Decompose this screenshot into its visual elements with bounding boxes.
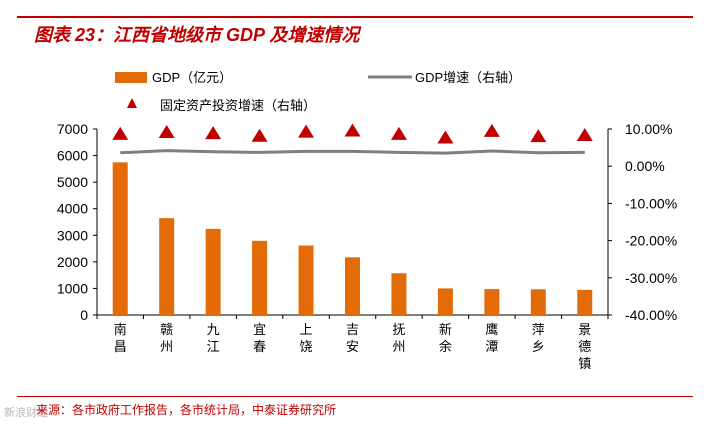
y-right-tick-label: 0.00% [625,158,665,174]
y-right-tick-label: -30.00% [625,270,677,286]
y-left-tick-label: 0 [80,307,88,323]
gdp-bar [252,240,268,315]
y-left-tick-label: 1000 [57,280,88,296]
title-rule [17,16,693,18]
y-right-tick-label: -10.00% [625,195,677,211]
gdp-bar [112,162,128,315]
y-left-tick-label: 4000 [57,201,88,217]
footer-rule [17,396,693,397]
x-tick-label: 鹰潭 [485,322,498,354]
investment-growth-marker [390,126,407,140]
gdp-bar [437,288,453,315]
x-tick-label: 景德镇 [578,322,591,371]
y-right-tick-label: -40.00% [625,307,677,323]
legend-label-growth: GDP增速（右轴） [415,70,521,85]
x-tick-label: 宜春 [253,322,266,354]
investment-growth-marker [437,130,454,144]
x-tick-label: 抚州 [392,322,405,354]
y-left-tick-label: 2000 [57,254,88,270]
investment-growth-marker [344,123,361,137]
legend-label-investment: 固定资产投资增速（右轴） [160,98,316,113]
y-left-tick-label: 5000 [57,174,88,190]
x-tick-label: 赣州 [160,322,173,354]
legend-swatch-gdp [115,72,147,83]
gdp-bar [345,257,360,315]
figure-title: 图表 23：江西省地级市 GDP 及增速情况 [34,25,360,45]
x-tick-label: 上饶 [300,322,313,354]
gdp-bar [484,289,500,315]
x-tick-label: 新余 [439,322,452,354]
investment-growth-marker [112,126,129,140]
gdp-bar [577,289,593,315]
y-left-tick-label: 6000 [57,148,88,164]
gdp-bar [298,245,314,315]
y-left-tick-label: 7000 [57,121,88,137]
watermark: 新浪财经 [4,407,48,419]
investment-growth-marker [576,127,593,141]
source-note: 来源：各市政府工作报告，各市统计局，中泰证券研究所 [36,403,337,417]
investment-growth-marker [205,126,222,140]
legend-label-gdp: GDP（亿元） [152,70,232,85]
gdp-bar [205,228,221,315]
y-left-tick-label: 3000 [57,227,88,243]
investment-growth-marker [251,128,268,142]
gdp-bar [530,289,546,315]
gdp-bar [391,273,407,315]
investment-growth-marker [158,124,175,138]
gdp-growth-line [120,149,585,155]
legend-swatch-investment [127,98,137,108]
investment-growth-marker [530,129,547,143]
x-tick-label: 吉安 [346,322,359,354]
investment-growth-marker [483,123,500,137]
x-tick-label: 九江 [207,322,220,354]
gdp-bar [159,218,175,315]
x-tick-label: 南昌 [114,322,127,354]
x-tick-label: 萍乡 [532,322,545,354]
y-right-tick-label: -20.00% [625,233,677,249]
investment-growth-marker [298,124,315,138]
y-right-tick-label: 10.00% [625,121,672,137]
